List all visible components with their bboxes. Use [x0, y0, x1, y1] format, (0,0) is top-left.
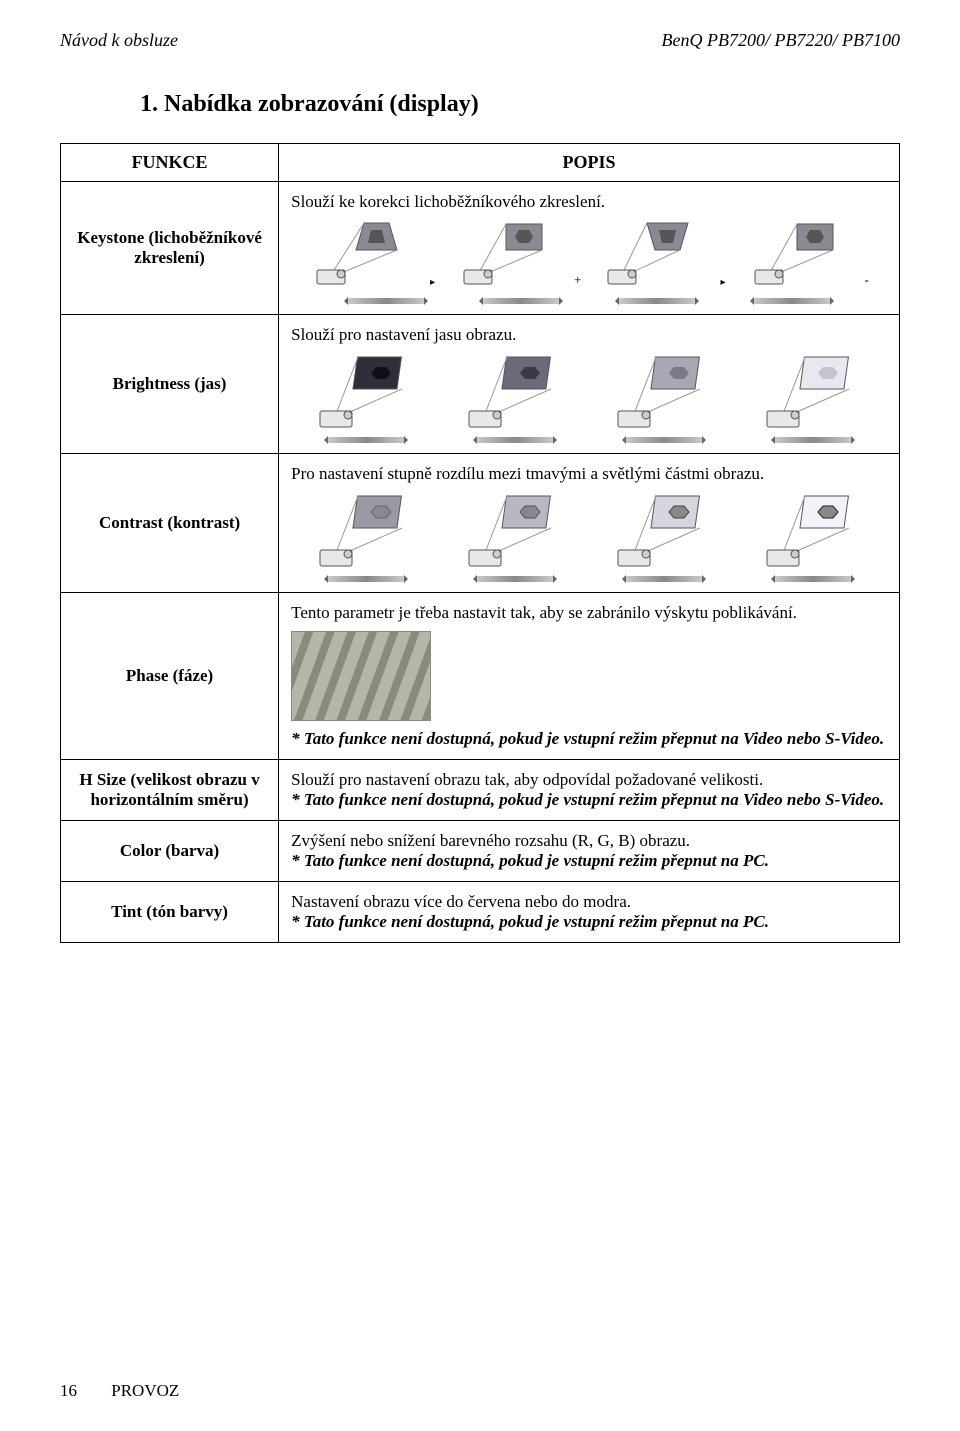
page-number: 16 — [60, 1381, 77, 1400]
table-row: H Size (velikost obrazu v horizon­tálním… — [61, 760, 900, 821]
slider-icon — [773, 437, 853, 443]
table-row: Brightness (jas) Slouží pro nastavení ja… — [61, 315, 900, 454]
page-footer: 16 PROVOZ — [60, 1381, 179, 1401]
slider-icon — [624, 576, 704, 582]
slider-icon — [773, 576, 853, 582]
tint-desc-text: Nastavení obrazu více do červena nebo do… — [291, 892, 631, 911]
keystone-icon — [456, 218, 556, 288]
cell-desc-hsize: Slouží pro nastavení obrazu tak, aby odp… — [279, 760, 900, 821]
table-row: Contrast (kontrast) Pro nastavení stupně… — [61, 454, 900, 593]
projector-icon — [455, 492, 575, 582]
cell-desc-brightness: Slouží pro nastavení jasu obrazu. — [279, 315, 900, 454]
section-title: 1. Nabídka zobrazování (display) — [140, 91, 900, 118]
slider-icon — [475, 437, 555, 443]
contrast-desc-text: Pro nastavení stupně rozdílu mezi tmavým… — [291, 464, 887, 484]
th-funkce: FUNKCE — [61, 144, 279, 182]
phase-note: * Tato funkce není dostupná, pokud je vs… — [291, 729, 887, 749]
phase-desc-text: Tento parametr je třeba nastavit tak, ab… — [291, 603, 887, 623]
minus-label: - — [865, 272, 869, 288]
cell-label-phase: Phase (fáze) — [61, 593, 279, 760]
settings-table: FUNKCE POPIS Keystone (lichoběžníkové zk… — [60, 143, 900, 943]
projector-icon — [306, 353, 426, 443]
keystone-desc-text: Slouží ke korekci lichoběžníkového zkres… — [291, 192, 887, 212]
slider-icon — [326, 576, 406, 582]
cell-desc-phase: Tento parametr je třeba nastavit tak, ab… — [279, 593, 900, 760]
footer-section: PROVOZ — [111, 1381, 179, 1400]
slider-icon — [346, 298, 426, 304]
projector-icon — [753, 492, 873, 582]
color-desc-text: Zvýšení nebo snížení barevného rozsahu (… — [291, 831, 690, 850]
keystone-icon — [309, 218, 409, 288]
slider-icon — [481, 298, 561, 304]
header-left: Návod k obsluze — [60, 30, 178, 51]
cell-label-contrast: Contrast (kontrast) — [61, 454, 279, 593]
cell-desc-color: Zvýšení nebo snížení barevného rozsahu (… — [279, 821, 900, 882]
keystone-sliders — [291, 294, 887, 304]
cell-desc-keystone: Slouží ke korekci lichoběžníkového zkres… — [279, 182, 900, 315]
keystone-icon — [747, 218, 847, 288]
table-row: Phase (fáze) Tento parametr je třeba nas… — [61, 593, 900, 760]
keystone-diagram: ▸ + — [291, 218, 887, 288]
arrow-icon: ▸ — [721, 277, 726, 288]
cell-label-tint: Tint (tón barvy) — [61, 882, 279, 943]
color-note: * Tato funkce není dostupná, pokud je vs… — [291, 851, 769, 870]
header-right: BenQ PB7200/ PB7220/ PB7100 — [662, 30, 900, 51]
page-header: Návod k obsluze BenQ PB7200/ PB7220/ PB7… — [60, 30, 900, 51]
brightness-desc-text: Slouží pro nastavení jasu obrazu. — [291, 325, 887, 345]
cell-label-brightness: Brightness (jas) — [61, 315, 279, 454]
projector-icon — [604, 492, 724, 582]
phase-pattern-icon — [291, 631, 431, 721]
slider-icon — [326, 437, 406, 443]
projector-icon — [604, 353, 724, 443]
projector-icon — [306, 492, 426, 582]
slider-icon — [624, 437, 704, 443]
page: Návod k obsluze BenQ PB7200/ PB7220/ PB7… — [0, 0, 960, 1431]
table-row: Tint (tón barvy) Nastavení obrazu více d… — [61, 882, 900, 943]
hsize-desc-text: Slouží pro nastavení obrazu tak, aby odp… — [291, 770, 763, 789]
projector-icon — [455, 353, 575, 443]
tint-note: * Tato funkce není dostupná, pokud je vs… — [291, 912, 769, 931]
cell-label-keystone: Keystone (lichoběžníkové zkreslení) — [61, 182, 279, 315]
slider-icon — [752, 298, 832, 304]
hsize-note: * Tato funkce není dostupná, pokud je vs… — [291, 790, 884, 809]
th-popis: POPIS — [279, 144, 900, 182]
contrast-diagram — [291, 492, 887, 582]
keystone-icon — [600, 218, 700, 288]
table-row: Color (barva) Zvýšení nebo snížení barev… — [61, 821, 900, 882]
slider-icon — [475, 576, 555, 582]
cell-label-color: Color (barva) — [61, 821, 279, 882]
cell-desc-tint: Nastavení obrazu více do červena nebo do… — [279, 882, 900, 943]
cell-desc-contrast: Pro nastavení stupně rozdílu mezi tmavým… — [279, 454, 900, 593]
arrow-icon: ▸ — [430, 277, 435, 288]
slider-icon — [617, 298, 697, 304]
table-row: Keystone (lichoběžníkové zkreslení) Slou… — [61, 182, 900, 315]
plus-label: + — [574, 272, 581, 288]
cell-label-hsize: H Size (velikost obrazu v horizon­tálním… — [61, 760, 279, 821]
brightness-diagram — [291, 353, 887, 443]
projector-icon — [753, 353, 873, 443]
